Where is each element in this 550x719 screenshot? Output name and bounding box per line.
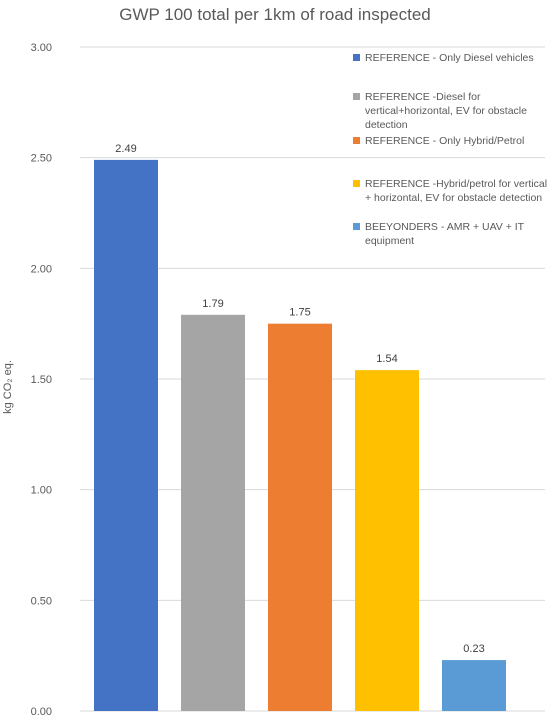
legend-line: REFERENCE -Hybrid/petrol for vertical [365, 178, 547, 190]
data-label-4: 1.54 [376, 353, 397, 365]
data-label-2: 1.79 [202, 298, 223, 310]
legend-line: + horizontal, EV for obstacle detection [365, 192, 542, 204]
y-axis-label: kg CO₂ eq. [2, 360, 14, 414]
y-tick-label: 2.50 [31, 153, 52, 165]
bar-3 [268, 323, 332, 711]
legend-line: REFERENCE - Only Diesel vehicles [365, 52, 534, 64]
legend-label-4: REFERENCE -Hybrid/petrol for vertical + h… [365, 178, 547, 204]
bar-5 [442, 660, 506, 711]
y-tick-label: 2.00 [31, 263, 52, 275]
legend-swatch-5 [353, 223, 360, 230]
legend-line: detection [365, 119, 408, 131]
bar-4 [355, 370, 419, 711]
data-labels: 2.49 1.79 1.75 1.54 0.23 [115, 143, 484, 655]
legend-label-1: REFERENCE - Only Diesel vehicles [365, 52, 534, 64]
legend-label-5: BEEYONDERS - AMR + UAV + IT equipment [365, 221, 525, 247]
legend-line: BEEYONDERS - AMR + UAV + IT [365, 221, 525, 233]
y-tick-label: 3.00 [31, 42, 52, 54]
y-tick-label: 0.00 [31, 706, 52, 718]
data-label-1: 2.49 [115, 143, 136, 155]
bar-1 [94, 159, 158, 711]
legend-label-2: REFERENCE -Diesel for vertical+horizontal… [365, 91, 527, 131]
legend-line: REFERENCE - Only Hybrid/Petrol [365, 135, 524, 147]
legend-label-3: REFERENCE - Only Hybrid/Petrol [365, 135, 524, 147]
y-tick-labels: 0.00 0.50 1.00 1.50 2.00 2.50 3.00 [31, 42, 52, 718]
legend-swatch-1 [353, 54, 360, 61]
bar-2 [181, 314, 245, 711]
y-tick-label: 0.50 [31, 595, 52, 607]
data-label-5: 0.23 [463, 643, 484, 655]
bars [94, 159, 506, 711]
legend: REFERENCE - Only Diesel vehicles REFERENC… [353, 52, 547, 247]
chart-title: GWP 100 total per 1km of road inspected [119, 5, 431, 24]
legend-line: vertical+horizontal, EV for obstacle [365, 105, 527, 117]
data-label-3: 1.75 [289, 307, 310, 319]
legend-swatch-4 [353, 180, 360, 187]
legend-swatch-2 [353, 93, 360, 100]
y-tick-label: 1.00 [31, 485, 52, 497]
legend-line: equipment [365, 235, 414, 247]
legend-line: REFERENCE -Diesel for [365, 91, 481, 103]
y-tick-label: 1.50 [31, 374, 52, 386]
legend-swatch-3 [353, 137, 360, 144]
